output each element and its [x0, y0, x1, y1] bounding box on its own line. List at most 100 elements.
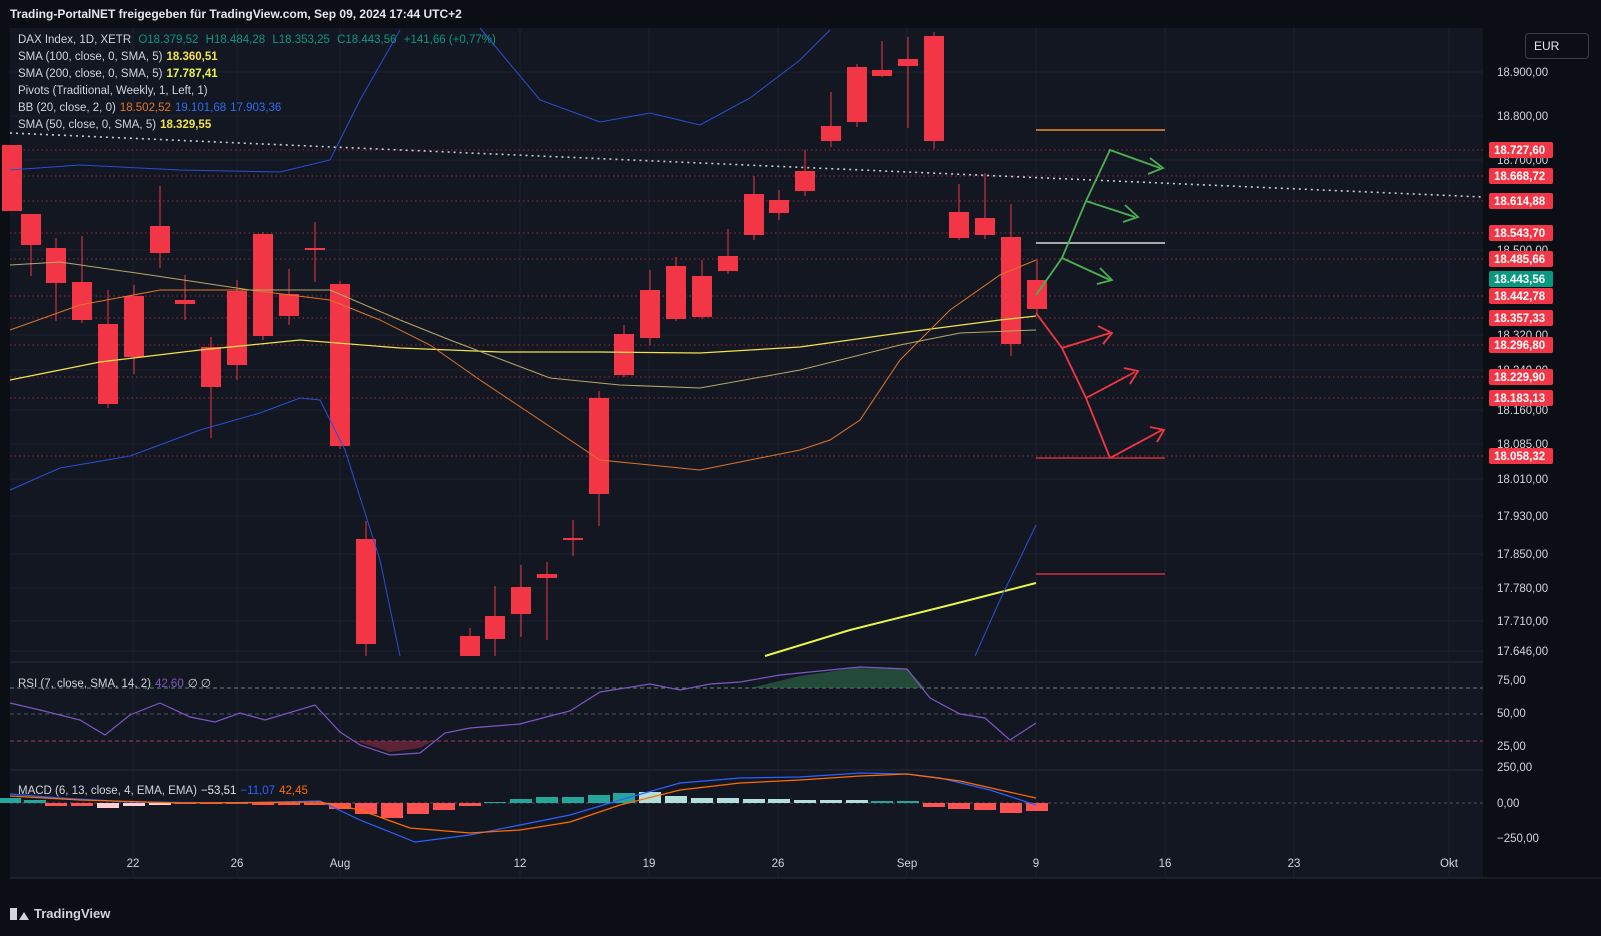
time-axis-label: 26 — [231, 858, 244, 870]
legend-sma100[interactable]: SMA (100, close, 0, SMA, 5) 18.360,51 — [18, 51, 218, 63]
price-badge-label: 18.183,13 — [1494, 393, 1545, 405]
rsi-line — [9, 666, 1037, 756]
chart-background — [10, 28, 1483, 878]
high-value: H18.484,28 — [205, 34, 266, 46]
candle-body — [305, 248, 325, 250]
candle-body — [821, 126, 841, 141]
rsi-label: RSI (7, close, SMA, 14, 2) — [18, 678, 151, 690]
price-badge-label: 18.296,80 — [1494, 340, 1545, 352]
candle-body — [511, 587, 531, 614]
price-tick-label: 18.900,00 — [1497, 67, 1548, 79]
macd-hist-bar — [45, 803, 67, 806]
macd-label: MACD (6, 13, close, 4, EMA, EMA) — [18, 785, 197, 797]
signal-value: 42,45 — [279, 785, 308, 797]
candle-body — [769, 200, 789, 213]
price-tick-label: 18.010,00 — [1497, 474, 1548, 486]
bear-projection-path — [1035, 312, 1111, 459]
bb-upper-line-b — [479, 27, 831, 126]
price-badge — [1489, 168, 1553, 184]
time-axis-label: Okt — [1440, 858, 1459, 870]
candle-body — [98, 324, 118, 404]
candle-body — [279, 294, 299, 316]
legend-macd[interactable]: MACD (6, 13, close, 4, EMA, EMA) −53,51 −1… — [18, 785, 308, 797]
price-badge-label: 18.442,78 — [1494, 291, 1546, 303]
price-tick-label: 17.850,00 — [1497, 549, 1548, 561]
macd-hist-bar — [743, 799, 765, 803]
candle-body — [485, 616, 505, 639]
price-badge — [1489, 310, 1553, 326]
candle-body — [2, 145, 22, 211]
price-badge — [1489, 142, 1553, 158]
macd-hist-bar — [97, 803, 119, 808]
price-badge — [1489, 193, 1553, 209]
candle-body — [150, 226, 170, 253]
candle-body — [949, 212, 969, 238]
legend-bb[interactable]: BB (20, close, 2, 0) 18.502,52 19.101,68 17… — [18, 102, 281, 114]
rsi-tick-label: 75,00 — [1497, 675, 1526, 687]
bb-label: BB (20, close, 2, 0) — [18, 102, 116, 114]
currency-button[interactable]: EUR — [1525, 33, 1589, 59]
macd-hist-bar — [355, 803, 377, 814]
macd-hist-bar — [588, 795, 610, 803]
time-axis-label: 19 — [643, 858, 656, 870]
price-badge-label: 18.727,60 — [1494, 145, 1545, 157]
time-axis-label: 9 — [1033, 858, 1039, 870]
sma100-value: 18.360,51 — [166, 51, 218, 63]
time-axis-label: 23 — [1288, 858, 1301, 870]
macd-hist-bar — [665, 796, 687, 803]
price-badge — [1489, 337, 1553, 353]
candle-body — [847, 67, 867, 122]
tv-brand-text: TradingView — [34, 906, 111, 921]
time-axis-label: Aug — [330, 858, 350, 870]
macd-hist-bar — [24, 800, 46, 803]
candle-body — [227, 291, 247, 365]
time-axis-label: 12 — [514, 858, 527, 870]
bear-branch-3 — [1109, 429, 1163, 459]
macd-hist-bar — [948, 803, 970, 809]
price-badge-label: 18.668,72 — [1494, 171, 1545, 183]
rsi-empty: ∅ ∅ — [187, 678, 211, 690]
bb-basis-value: 18.502,52 — [119, 102, 171, 114]
bb-lower-line-a — [9, 397, 401, 657]
macd-hist-bar — [794, 800, 816, 803]
rsi-tick-label: 50,00 — [1497, 708, 1526, 720]
bb-upper-value: 19.101,68 — [174, 102, 227, 114]
price-badge — [1489, 271, 1553, 287]
sma200-label: SMA (200, close, 0, SMA, 5) — [18, 68, 163, 80]
price-badge-label: 18.357,33 — [1494, 313, 1545, 325]
macd-hist-bar — [691, 798, 713, 803]
macd-hist-bar — [871, 801, 893, 803]
macd-hist-bar — [613, 793, 635, 803]
candle-body — [563, 538, 583, 540]
macd-hist-bar — [536, 797, 558, 803]
green-arrowhead-1 — [1096, 267, 1114, 285]
macd-hist-bar — [0, 798, 21, 803]
macd-hist-bar — [820, 800, 842, 803]
red-arrowhead-2 — [1123, 367, 1140, 385]
candle-body — [924, 36, 944, 141]
macd-hist-bar — [381, 803, 403, 818]
time-axis-label: 26 — [772, 858, 785, 870]
candle-body — [898, 59, 918, 66]
candle-body — [614, 334, 634, 375]
legend-sma50[interactable]: SMA (50, close, 0, SMA, 5) 18.329,55 — [18, 119, 211, 131]
red-arrowhead-1 — [1097, 325, 1114, 345]
macd-hist-bar — [200, 803, 222, 804]
close-value: C18.443,56 — [337, 34, 397, 46]
share-header: Trading-PortalNET freigegeben für Tradin… — [10, 7, 462, 21]
tv-logo-icon — [10, 907, 29, 920]
price-badge-label: 18.229,90 — [1494, 372, 1545, 384]
bb-basis-line — [9, 259, 1037, 471]
macd-hist-bar — [278, 803, 300, 805]
legend-pivots[interactable]: Pivots (Traditional, Weekly, 1, Left, 1) — [18, 85, 208, 97]
rsi-value: 42,60 — [154, 678, 184, 690]
legend-symbol: DAX Index, 1D, XETR O18.379,52 H18.484,2… — [18, 34, 496, 46]
price-badge — [1489, 390, 1553, 406]
tradingview-logo[interactable]: TradingView — [10, 906, 110, 921]
price-badge-label: 18.614,88 — [1494, 196, 1546, 208]
macd-hist-bar — [846, 800, 868, 803]
macd-hist-bar — [484, 802, 506, 803]
legend-sma200[interactable]: SMA (200, close, 0, SMA, 5) 17.787,41 — [18, 68, 218, 80]
legend-rsi[interactable]: RSI (7, close, SMA, 14, 2) 42,60 ∅ ∅ — [18, 676, 211, 690]
